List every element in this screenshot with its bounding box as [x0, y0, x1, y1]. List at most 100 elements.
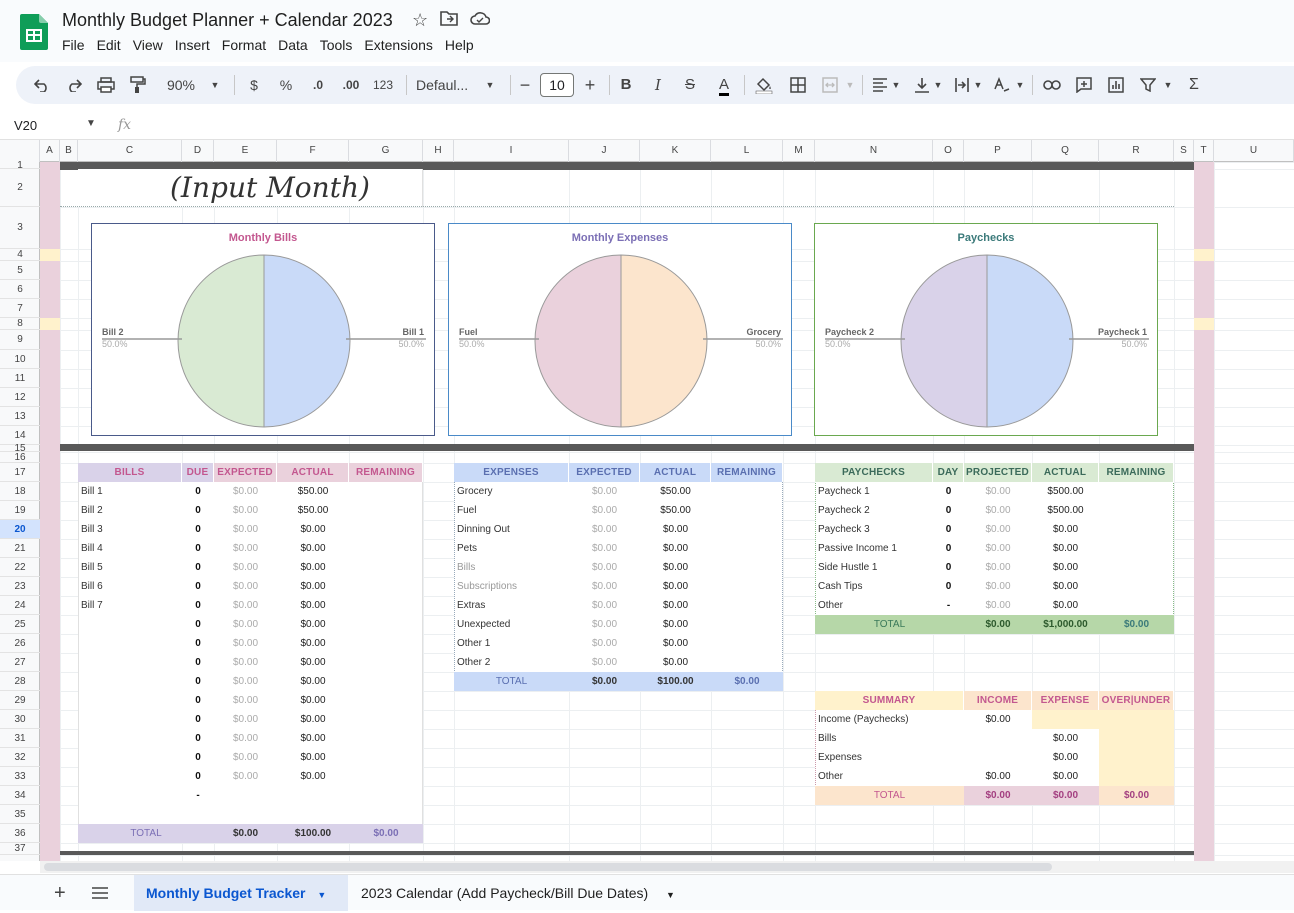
- insert-chart-icon[interactable]: [1106, 66, 1126, 104]
- bill-name[interactable]: [81, 691, 179, 710]
- text-rotation-icon[interactable]: [992, 66, 1012, 104]
- bill-expected[interactable]: $0.00: [232, 524, 259, 535]
- pie-slice-right[interactable]: [986, 254, 1074, 428]
- row-header-31[interactable]: 31: [0, 729, 40, 748]
- bill-name[interactable]: Bill 6: [81, 581, 103, 592]
- row-header-26[interactable]: 26: [0, 634, 40, 653]
- bill-name[interactable]: [81, 729, 179, 748]
- bill-actual[interactable]: $0.00: [300, 562, 326, 573]
- row-header-4[interactable]: 4: [0, 249, 40, 261]
- bill-expected[interactable]: $0.00: [232, 543, 259, 554]
- rotation-dropdown-icon[interactable]: ▼: [1015, 80, 1025, 90]
- select-all-corner[interactable]: [0, 140, 40, 162]
- summary-income[interactable]: [967, 748, 1029, 767]
- pie-slice-left[interactable]: [900, 254, 988, 428]
- bill-expected[interactable]: $0.00: [232, 486, 259, 497]
- row-header-5[interactable]: 5: [0, 261, 40, 280]
- pie-slice-left[interactable]: [534, 254, 622, 428]
- filter-icon[interactable]: [1138, 66, 1158, 104]
- bill-name[interactable]: [81, 767, 179, 786]
- column-header-m[interactable]: M: [783, 140, 815, 162]
- bill-name[interactable]: Bill 7: [81, 600, 103, 611]
- bill-actual[interactable]: $0.00: [300, 676, 326, 687]
- print-icon[interactable]: [96, 66, 116, 104]
- row-header-12[interactable]: 12: [0, 388, 40, 407]
- column-header-a[interactable]: A: [40, 140, 60, 162]
- menu-tools[interactable]: Tools: [319, 37, 353, 53]
- bill-expected[interactable]: $0.00: [232, 638, 259, 649]
- summary-total-expense[interactable]: $0.00: [1052, 790, 1079, 801]
- column-header-k[interactable]: K: [640, 140, 711, 162]
- strikethrough-button[interactable]: S: [684, 76, 695, 93]
- chart-2[interactable]: Paychecks Paycheck 2 50.0% Paycheck 1 50.0%: [814, 223, 1158, 436]
- expense-expected[interactable]: $0.00: [591, 524, 618, 535]
- summary-expense[interactable]: $0.00: [1052, 733, 1079, 744]
- bill-expected[interactable]: $0.00: [232, 619, 259, 630]
- bill-name[interactable]: Bill 3: [81, 524, 103, 535]
- expense-name[interactable]: Subscriptions: [457, 581, 518, 592]
- paycheck-day[interactable]: 0: [945, 486, 952, 497]
- row-header-10[interactable]: 10: [0, 350, 40, 369]
- row-header-1[interactable]: 1: [0, 161, 40, 171]
- bill-actual[interactable]: $0.00: [300, 581, 326, 592]
- paycheck-day[interactable]: 0: [945, 524, 952, 535]
- horizontal-scrollbar[interactable]: [40, 861, 1294, 873]
- expense-actual[interactable]: $0.00: [662, 619, 689, 630]
- expense-expected[interactable]: $0.00: [591, 619, 618, 630]
- expense-actual[interactable]: $50.00: [660, 486, 691, 497]
- expense-expected[interactable]: $0.00: [591, 581, 618, 592]
- bill-name[interactable]: Bill 4: [81, 543, 103, 554]
- bill-actual[interactable]: $0.00: [300, 543, 326, 554]
- currency-format-button[interactable]: $: [250, 77, 258, 93]
- paycheck-projected[interactable]: $0.00: [985, 562, 1011, 573]
- menu-file[interactable]: File: [62, 37, 85, 53]
- bill-actual[interactable]: $0.00: [300, 657, 326, 668]
- bill-due[interactable]: 0: [195, 771, 201, 782]
- summary-total-label[interactable]: TOTAL: [873, 790, 906, 801]
- expense-name[interactable]: Dinning Out: [457, 524, 510, 535]
- row-header-2[interactable]: 2: [0, 169, 40, 207]
- summary-total-income[interactable]: $0.00: [985, 790, 1011, 801]
- bill-name[interactable]: [81, 615, 179, 634]
- bill-due[interactable]: 0: [195, 562, 201, 573]
- bill-name[interactable]: [81, 748, 179, 767]
- paycheck-day[interactable]: 0: [945, 543, 952, 554]
- bill-due[interactable]: 0: [195, 619, 201, 630]
- summary-name[interactable]: Expenses: [818, 752, 862, 763]
- insert-link-icon[interactable]: [1042, 66, 1062, 104]
- paycheck-actual[interactable]: $500.00: [1047, 505, 1084, 516]
- row-header-6[interactable]: 6: [0, 280, 40, 299]
- bill-actual[interactable]: $0.00: [300, 524, 326, 535]
- bill-due[interactable]: 0: [195, 752, 201, 763]
- bill-due[interactable]: 0: [195, 600, 201, 611]
- expense-actual[interactable]: $0.00: [662, 562, 689, 573]
- menu-format[interactable]: Format: [221, 37, 267, 53]
- h-align-dropdown-icon[interactable]: ▼: [891, 80, 901, 90]
- row-header-36[interactable]: 36: [0, 824, 40, 843]
- bill-expected[interactable]: $0.00: [232, 505, 259, 516]
- percent-format-button[interactable]: %: [279, 77, 293, 93]
- bill-actual[interactable]: $50.00: [297, 486, 329, 497]
- bill-due[interactable]: 0: [195, 714, 201, 725]
- summary-name[interactable]: Bills: [818, 733, 837, 744]
- sheet-grid[interactable]: (Input Month) Monthly Bills Bill 2 50.0% Bil…: [40, 162, 1294, 861]
- column-header-n[interactable]: N: [815, 140, 933, 162]
- expense-name[interactable]: Other 1: [457, 638, 491, 649]
- row-header-16[interactable]: 16: [0, 452, 40, 463]
- bill-expected[interactable]: $0.00: [232, 600, 259, 611]
- summary-expense[interactable]: $0.00: [1052, 752, 1079, 763]
- paycheck-name[interactable]: Passive Income 1: [818, 543, 897, 554]
- row-header-18[interactable]: 18: [0, 482, 40, 501]
- bill-due[interactable]: 0: [195, 676, 201, 687]
- expense-name[interactable]: Extras: [457, 600, 486, 611]
- bill-expected[interactable]: $0.00: [232, 581, 259, 592]
- row-header-11[interactable]: 11: [0, 369, 40, 388]
- expenses-total-expected[interactable]: $0.00: [591, 676, 618, 687]
- summary-expense[interactable]: $0.00: [1052, 771, 1079, 782]
- row-header-14[interactable]: 14: [0, 426, 40, 445]
- column-header-u[interactable]: U: [1214, 140, 1294, 162]
- sheet-tab-monthly-budget[interactable]: Monthly Budget Tracker ▼: [134, 875, 348, 911]
- summary-income[interactable]: $0.00: [985, 771, 1011, 782]
- paycheck-day[interactable]: 0: [945, 581, 952, 592]
- paycheck-name[interactable]: Paycheck 1: [818, 486, 870, 497]
